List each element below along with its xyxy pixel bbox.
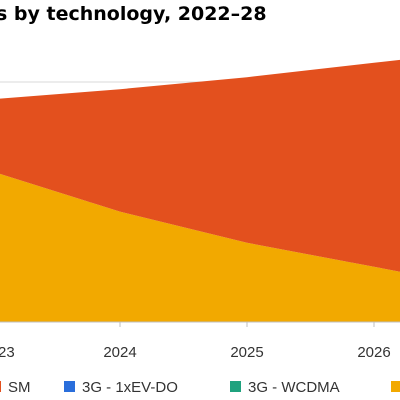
x-tick-label: 23 [0, 344, 15, 361]
legend-label: SM [8, 379, 31, 396]
legend-swatch [391, 381, 400, 392]
x-axis: 23 2024 2025 2026 [0, 321, 400, 361]
area-series-1 [0, 173, 400, 322]
legend-swatch [0, 381, 1, 392]
legend-swatch [230, 381, 241, 392]
legend-label: 3G - 1xEV-DO [82, 379, 178, 396]
chart-title: s by technology, 2022–28 [0, 3, 267, 25]
area-series-2 [0, 59, 400, 272]
legend-label: 3G - WCDMA [248, 379, 340, 396]
x-tick-label: 2025 [230, 344, 263, 361]
legend: SM 3G - 1xEV-DO 3G - WCDMA [0, 379, 400, 396]
x-tick-label: 2024 [103, 344, 136, 361]
area-series [0, 59, 400, 322]
legend-swatch [64, 381, 75, 392]
x-tick-label: 2026 [357, 344, 390, 361]
